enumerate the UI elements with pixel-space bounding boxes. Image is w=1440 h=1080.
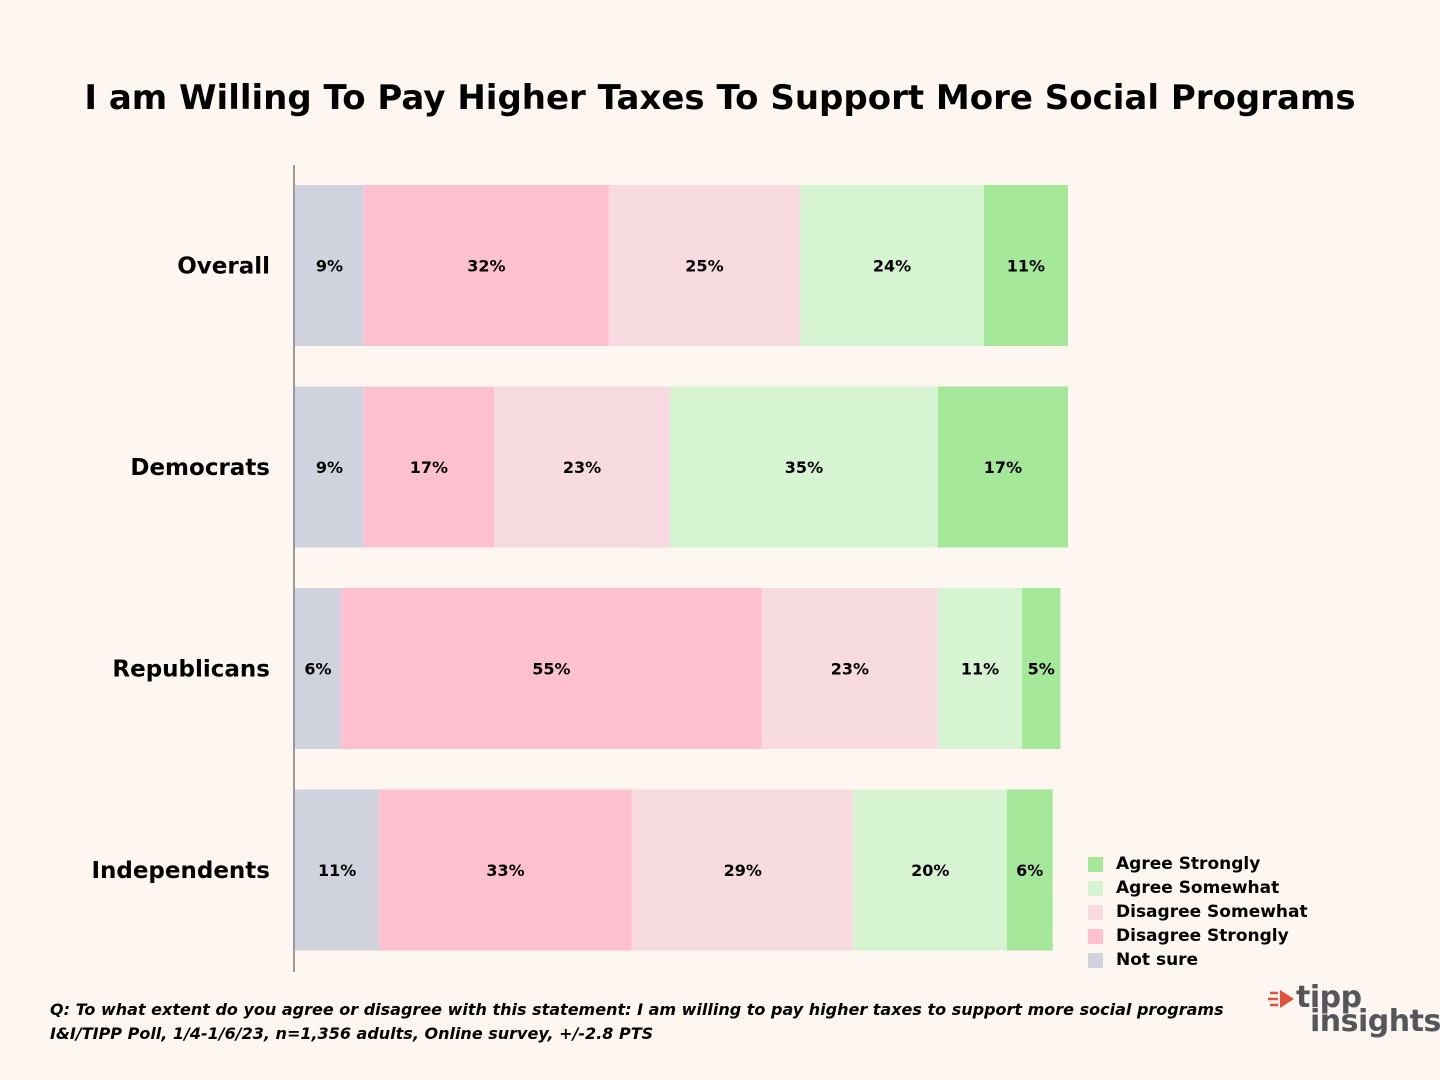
footnote: Q: To what extent do you agree or disagr… xyxy=(50,998,1224,1046)
bar-segment xyxy=(363,185,609,346)
data-label: 29% xyxy=(724,861,762,880)
bar-segment xyxy=(937,386,1068,548)
legend-swatch xyxy=(1088,880,1103,896)
data-label: 35% xyxy=(785,458,823,477)
legend-label: Not sure xyxy=(1116,950,1199,970)
bar-segment xyxy=(631,789,854,951)
legend-label: Agree Strongly xyxy=(1116,854,1261,874)
bar-segment xyxy=(295,789,380,951)
chart-legend: Agree Strongly Agree Somewhat Disagree Som… xyxy=(1088,852,1308,972)
bar-segment xyxy=(853,789,1007,951)
data-label: 32% xyxy=(467,257,505,276)
data-label: 11% xyxy=(961,660,999,679)
data-label: 23% xyxy=(831,660,869,679)
data-label: 23% xyxy=(563,458,601,477)
legend-item: Not sure xyxy=(1088,948,1308,972)
data-label: 11% xyxy=(1007,257,1045,276)
legend-label: Agree Somewhat xyxy=(1116,878,1280,898)
bar-segment xyxy=(670,386,938,548)
chart-title: I am Willing To Pay Higher Taxes To Supp… xyxy=(84,78,1356,118)
bar-segment xyxy=(983,185,1068,346)
category-label: Overall xyxy=(177,254,270,280)
data-label: 17% xyxy=(410,458,448,477)
data-label: 11% xyxy=(318,861,356,880)
legend-swatch xyxy=(1088,856,1103,872)
data-label: 25% xyxy=(685,257,723,276)
bar-segment xyxy=(363,386,494,548)
bar-segment xyxy=(295,588,341,749)
bar-segment xyxy=(800,185,984,346)
legend-item: Disagree Somewhat xyxy=(1088,900,1308,924)
legend-swatch xyxy=(1088,928,1103,944)
bar-segment xyxy=(340,588,762,749)
survey-question: Q: To what extent do you agree or disagr… xyxy=(50,1000,1224,1019)
logo-text-tipp: tipp xyxy=(1296,980,1362,1015)
category-label: Republicans xyxy=(112,657,270,683)
legend-swatch xyxy=(1088,904,1103,920)
legend-label: Disagree Strongly xyxy=(1116,926,1289,946)
logo-text-insights: insights xyxy=(1310,1004,1440,1039)
data-label: 9% xyxy=(316,257,343,276)
legend-item: Disagree Strongly xyxy=(1088,924,1308,948)
data-label: 9% xyxy=(316,458,343,477)
data-label: 17% xyxy=(984,458,1022,477)
legend-swatch xyxy=(1088,952,1103,968)
bar-segment xyxy=(937,588,1023,749)
bar-segment xyxy=(608,185,801,346)
bar-segment xyxy=(295,185,364,346)
legend-item: Agree Somewhat xyxy=(1088,876,1308,900)
bar-segment xyxy=(1022,588,1061,749)
bar-segment xyxy=(379,789,632,951)
data-label: 5% xyxy=(1028,660,1055,679)
tipp-insights-logo: tipp insights xyxy=(1268,980,1440,1044)
legend-item: Agree Strongly xyxy=(1088,852,1308,876)
data-label: 6% xyxy=(1016,861,1043,880)
logo-mark-icon xyxy=(1268,990,1294,1008)
poll-source: I&I/TIPP Poll, 1/4-1/6/23, n=1,356 adult… xyxy=(50,1024,654,1043)
data-label: 20% xyxy=(911,861,949,880)
bar-segment xyxy=(761,588,938,749)
data-label: 33% xyxy=(486,861,524,880)
category-label: Independents xyxy=(91,858,270,884)
data-label: 55% xyxy=(532,660,570,679)
data-label: 24% xyxy=(873,257,911,276)
legend-label: Disagree Somewhat xyxy=(1116,902,1308,922)
bar-segment xyxy=(1006,789,1053,951)
bar-segment xyxy=(493,386,671,548)
category-label: Democrats xyxy=(130,455,270,481)
bar-segment xyxy=(295,386,364,548)
data-label: 6% xyxy=(304,660,331,679)
